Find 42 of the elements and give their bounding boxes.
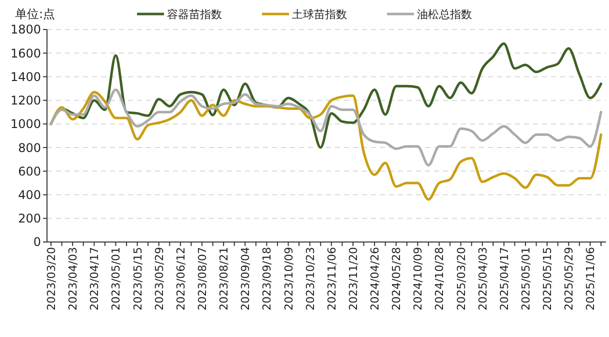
y-tick-label: 0: [33, 235, 41, 250]
y-tick-label: 1000: [10, 117, 41, 132]
y-tick-label: 200: [18, 212, 41, 226]
x-tick-label: 2025/05/01: [520, 247, 533, 310]
x-tick-label: 2024/04/26: [368, 247, 382, 310]
x-tick-label: 2023/05/15: [131, 247, 144, 310]
y-axis-title: 单位:点: [15, 7, 56, 21]
line-series: [50, 88, 602, 167]
x-tick-label: 2023/11/06: [325, 247, 338, 310]
y-tick-label: 400: [18, 188, 41, 202]
y-tick-label: 1800: [10, 22, 41, 37]
y-tick-label: 800: [18, 140, 41, 155]
x-tick-label: 2025/05/29: [562, 247, 576, 310]
x-tick-label: 2025/03/20: [454, 247, 468, 310]
x-tick-label: 2025/11/06: [584, 247, 598, 310]
x-tick-label: 2023/04/03: [66, 247, 80, 310]
x-tick-label: 2023/09/18: [260, 247, 274, 310]
legend-label: 土球苗指数: [292, 8, 347, 21]
x-tick-label: 2023/11/20: [346, 247, 360, 310]
x-tick-label: 2024/10/28: [433, 247, 446, 310]
x-tick-label: 2023/04/17: [88, 247, 102, 310]
x-tick-label: 2023/05/29: [152, 247, 166, 310]
y-tick-label: 1400: [10, 70, 41, 84]
x-tick-label: 2023/10/09: [282, 247, 296, 310]
x-tick-label: 2024/10/09: [412, 247, 425, 310]
x-tick-label: 2023/09/04: [239, 247, 252, 310]
x-tick-label: 2023/03/20: [45, 247, 58, 310]
line-series: [50, 90, 602, 201]
x-tick-label: 2025/05/15: [541, 247, 554, 310]
x-tick-label: 2025/04/03: [476, 247, 490, 310]
x-tick-label: 2023/05/01: [110, 247, 123, 310]
legend-label: 容器苗指数: [167, 8, 222, 21]
x-tick-label: 2023/06/12: [174, 247, 188, 310]
y-tick-label: 1200: [10, 94, 41, 108]
y-tick-label: 1600: [10, 46, 41, 60]
x-tick-label: 2025/04/17: [498, 247, 511, 310]
x-tick-label: 2023/08/07: [196, 247, 209, 310]
y-tick-label: 600: [18, 164, 41, 178]
x-tick-label: 2024/05/28: [390, 247, 404, 310]
x-tick-label: 2023/10/23: [304, 247, 317, 310]
x-tick-label: 2023/08/21: [218, 247, 231, 310]
legend-label: 油松总指数: [417, 8, 472, 21]
